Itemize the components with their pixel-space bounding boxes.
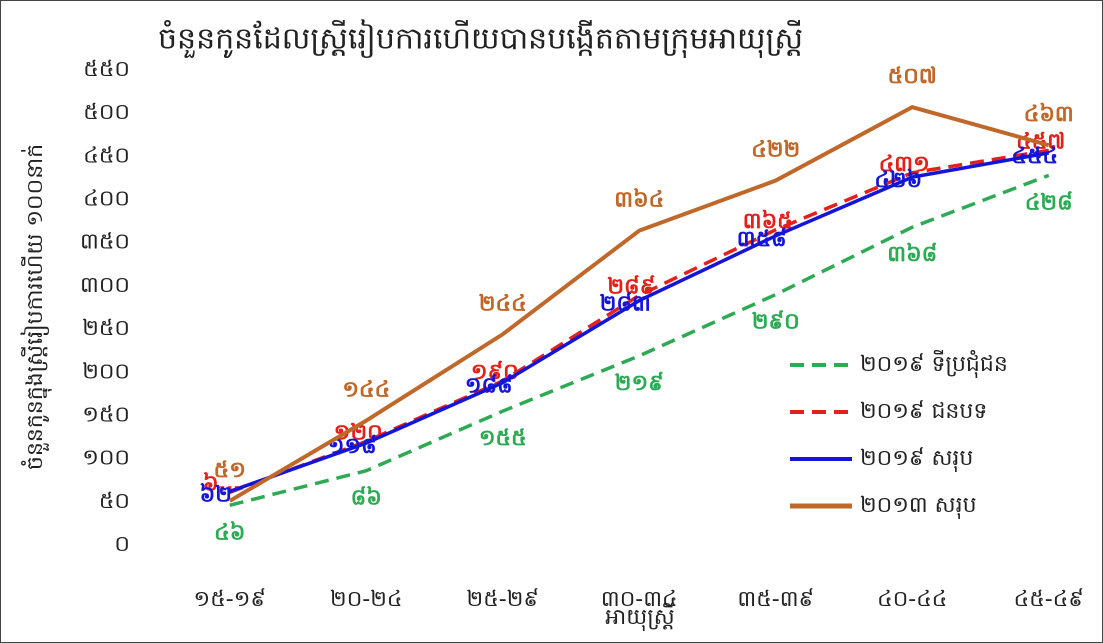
x-tick-label: ៣០-៣៤ (601, 587, 678, 612)
x-axis-label: អាយុស្ត្រី (605, 603, 674, 631)
data-label: ៤៦៣ (1024, 102, 1074, 127)
y-tick-label: ៣៥០ (80, 230, 130, 255)
x-tick-label: ២០-២៤ (330, 587, 402, 612)
y-tick-label: ៤០០ (83, 187, 130, 212)
series-line (228, 104, 1050, 503)
series-line (229, 151, 1050, 494)
y-tick-label: ៤៥០ (83, 143, 130, 168)
y-tick-label: ១៥០ (82, 402, 130, 427)
data-label: ៣៥៨ (737, 227, 787, 252)
data-label: ៤៣១ (879, 152, 930, 177)
data-label: ៥០៧ (888, 64, 937, 89)
data-label: ៤៥៤ (1011, 144, 1058, 169)
x-tick-label: ៤៥-៤៩ (1014, 587, 1084, 612)
data-label: ៣៦៨ (887, 242, 937, 267)
y-tick-label: ៥០ (99, 489, 130, 514)
data-label: ៤៦ (214, 520, 245, 545)
y-tick-label: ២០០ (82, 359, 130, 384)
data-label: ២៩០ (752, 310, 800, 335)
data-label: ៦… (203, 471, 241, 496)
data-label: ៣៦៤ (614, 188, 664, 213)
data-label: ៤២៨ (1025, 190, 1073, 215)
data-label: ៨៦ (351, 486, 382, 511)
data-label: ២១៩ (615, 371, 664, 396)
x-tick-label: ១៥-១៩ (194, 587, 266, 612)
x-tick-label: ២៥-២៩ (467, 587, 539, 612)
chart-title: ចំនួនកូនដែលស្ត្រីរៀបការហើយបានបង្កើតតាមក្… (158, 19, 803, 59)
data-label: ១៩០ (471, 360, 519, 385)
y-tick-label: ២៥០ (82, 316, 130, 341)
data-label: ១៤៤ (342, 378, 390, 403)
data-label: ១៥៥ (479, 426, 527, 451)
y-tick-label: ០ (114, 532, 130, 557)
x-tick-label: ៤០-៤៤ (877, 587, 947, 612)
data-label: ៥១ (214, 458, 246, 483)
data-label: ៣៦៥ (743, 209, 793, 234)
data-label: ៤២៦ (874, 168, 922, 193)
legend-label: ២០១៩ ជនបទ (860, 399, 987, 424)
y-tick-label: ៣០០ (80, 273, 130, 298)
data-label: ១៨៨ (465, 374, 513, 399)
data-label: ៦២ (200, 482, 232, 507)
data-label: ៤២២ (751, 138, 800, 163)
data-label: ២៤៤ (479, 291, 527, 316)
legend-label: ២០១៣ សរុប (860, 493, 977, 519)
y-axis-label: ចំនួនកូនក្នុងស្ត្រីរៀបការហើយ ១០០នាក់ (20, 144, 52, 470)
legend-label: ២០១៩ ទីប្រជុំជន (860, 350, 1008, 378)
legend-label: ២០១៩ សរុប (860, 446, 973, 472)
series-line (229, 173, 1050, 507)
y-tick-label: ៥៥០ (83, 57, 130, 82)
y-tick-label: ៥០០ (83, 100, 130, 125)
y-tick-label: ១០០ (82, 446, 130, 471)
x-tick-label: ៣៥-៣៩ (737, 587, 814, 612)
data-label: ២៨៣ (600, 292, 651, 317)
